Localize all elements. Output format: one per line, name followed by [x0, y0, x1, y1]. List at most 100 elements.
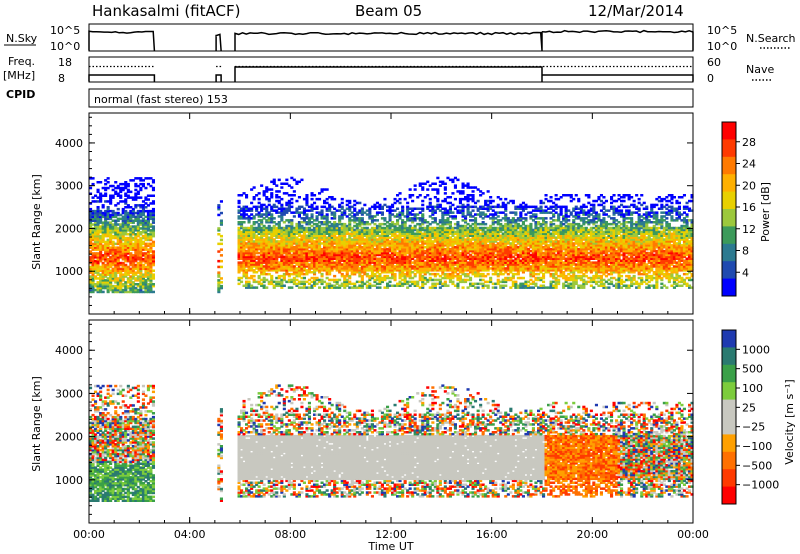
power-cell [114, 286, 118, 290]
power-cell [396, 242, 400, 245]
power-cell [411, 194, 415, 197]
power-cell [252, 230, 256, 234]
power-cell [413, 269, 417, 272]
power-cell [431, 221, 435, 224]
power-cell [335, 226, 339, 230]
power-cell [126, 213, 130, 217]
power-cell [489, 267, 493, 270]
power-cell [252, 242, 256, 245]
power-cell [328, 230, 332, 234]
power-cell [121, 269, 125, 272]
power-cell [131, 259, 135, 263]
power-cell [255, 194, 259, 197]
power-cell [149, 271, 153, 274]
power-cell [343, 274, 347, 278]
power-cell [380, 230, 384, 234]
power-cell [403, 221, 407, 224]
power-cell [151, 250, 155, 253]
power-cell [443, 236, 447, 239]
power-cell [375, 232, 379, 235]
power-cell [292, 246, 296, 249]
power-cell [260, 238, 264, 241]
power-cell [446, 236, 450, 239]
power-cell [418, 278, 422, 282]
power-cell [423, 276, 427, 280]
power-cell [421, 234, 425, 237]
power-cell [458, 251, 462, 255]
power-cell [418, 272, 422, 276]
power-cell [240, 276, 244, 280]
power-cell [383, 240, 387, 243]
power-cell [313, 222, 317, 226]
power-cell [151, 242, 155, 246]
power-cell [370, 257, 374, 260]
power-cell [469, 240, 473, 243]
power-cell [245, 232, 249, 235]
power-cell [375, 274, 379, 278]
power-cell [401, 261, 405, 264]
power-cell [257, 259, 261, 262]
power-cell [363, 247, 367, 251]
power-cell [443, 221, 447, 224]
power-cell [313, 253, 317, 257]
power-cell [423, 261, 427, 264]
power-cell [501, 240, 505, 243]
power-cell [101, 194, 105, 197]
power-cell [438, 234, 442, 237]
power-cell [368, 261, 372, 264]
power-cell [111, 258, 115, 261]
power-cell [370, 234, 374, 237]
power-cell [343, 257, 347, 260]
power-cell [343, 230, 347, 234]
power-cell [386, 242, 390, 245]
power-cell [119, 256, 123, 259]
power-cell [265, 244, 269, 247]
power-cell [363, 282, 367, 286]
power-cell [250, 269, 254, 272]
power-cell [307, 234, 311, 237]
power-cell [131, 288, 135, 292]
power-cell [89, 192, 93, 195]
power-cell [260, 234, 264, 237]
power-cell [466, 228, 470, 232]
power-cell [353, 267, 357, 270]
power-cell [121, 279, 125, 282]
power-cell [250, 213, 254, 216]
power-cell [121, 256, 125, 259]
power-cell [282, 246, 286, 249]
power-cell [99, 254, 103, 257]
power-cell [277, 282, 281, 286]
power-cell [318, 192, 322, 195]
power-cell [343, 247, 347, 251]
power-cell [307, 240, 311, 243]
power-cell [340, 240, 344, 243]
power-cell [388, 255, 392, 259]
power-cell [270, 207, 274, 210]
power-cell [386, 269, 390, 272]
power-cell [280, 217, 284, 220]
power-cell [398, 267, 402, 270]
power-cell [363, 232, 367, 235]
power-cell [476, 255, 480, 259]
power-cell [343, 211, 347, 214]
power-cell [114, 231, 118, 234]
power-cell [506, 240, 510, 243]
power-cell [242, 244, 246, 247]
power-cell [345, 267, 349, 270]
power-cell [436, 197, 440, 201]
power-cell [302, 265, 306, 268]
power-cell [408, 228, 412, 232]
power-cell [401, 221, 405, 224]
power-cell [350, 253, 354, 257]
power-cell [401, 222, 405, 226]
power-cell [146, 288, 150, 292]
power-cell [330, 236, 334, 239]
power-cell [290, 255, 294, 259]
power-cell [121, 290, 125, 294]
power-cell [149, 184, 153, 188]
power-cell [267, 261, 271, 264]
power-cell [250, 276, 254, 280]
power-cell [124, 269, 128, 272]
power-cell [408, 238, 412, 241]
power-cell [436, 203, 440, 207]
